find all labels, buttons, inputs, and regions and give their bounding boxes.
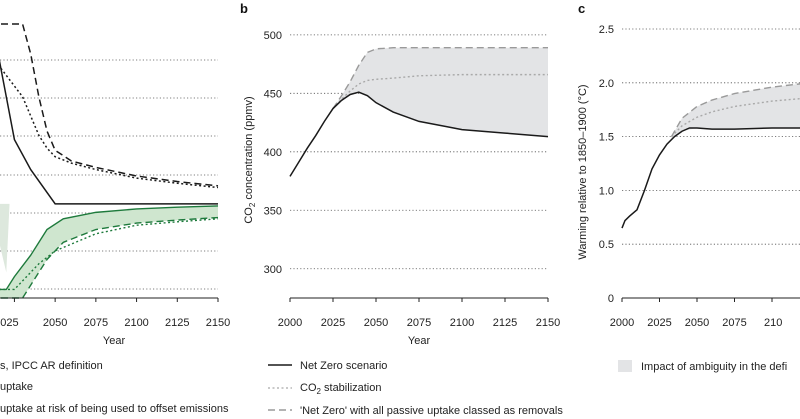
panel-b-fills <box>333 47 548 137</box>
panel-b-y-tick-label: 400 <box>264 147 282 159</box>
panel-a-x-tick-label: 2075 <box>84 317 108 329</box>
panel-b-x-ticks: 2000 2025 2050 2075 2100 2125 2150 <box>278 298 560 329</box>
panel-b-series-line <box>332 47 548 109</box>
panel-b: b 2000 2025 2050 2075 2100 2125 2150 300 350 400… <box>240 1 560 347</box>
panel-b-x-tick-label: 2075 <box>407 317 431 329</box>
panel-c: c 2000 2025 2050 2075 210 0 0.5 1.0 1.5 2.0 2.5 W… <box>577 1 800 329</box>
legend-ambiguity-label: Impact of ambiguity in the defi <box>641 361 787 373</box>
legend-ambiguity-swatch <box>618 360 632 372</box>
panel-c-y-tick-label: 2.0 <box>599 78 614 90</box>
legend-left-item-2: uptake <box>0 381 33 393</box>
panel-a-risk-area <box>0 203 10 273</box>
legend-left-item-3: uptake at risk of being used to offset e… <box>0 403 229 415</box>
panel-c-series-line <box>621 127 800 229</box>
panel-b-lines <box>289 47 549 177</box>
legend-left: s, IPCC AR definition uptake uptake at r… <box>0 360 229 415</box>
panel-a-x-tick-label: 2125 <box>165 317 189 329</box>
panel-b-x-tick-label: 2025 <box>321 317 345 329</box>
panel-a-x-tick-label: 025 <box>0 317 18 329</box>
panel-c-y-label: Warming relative to 1850–1900 (°C) <box>577 84 589 259</box>
panel-a-fills <box>0 203 218 298</box>
panel-a-x-label: Year <box>103 335 126 347</box>
panel-c-letter: c <box>578 1 585 16</box>
panel-c-lines <box>621 83 800 229</box>
panel-a-series-line <box>0 59 218 205</box>
panel-c-fills <box>671 83 800 140</box>
legend-passive-removals-label: 'Net Zero' with all passive uptake class… <box>300 405 563 417</box>
panel-c-series-line <box>670 83 800 137</box>
legend-middle: Net Zero scenario CO2 stabilization 'Net… <box>268 360 563 417</box>
panel-a-uptake-area <box>0 205 218 298</box>
panel-b-y-tick-label: 500 <box>264 30 282 42</box>
panel-b-y-tick-label: 300 <box>264 264 282 276</box>
panel-a-x-tick-label: 2150 <box>206 317 230 329</box>
panel-b-x-tick-label: 2000 <box>278 317 302 329</box>
legend-left-item-1: s, IPCC AR definition <box>0 360 103 372</box>
panel-b-series-line <box>332 73 548 110</box>
panel-a-x-tick-label: 2100 <box>124 317 148 329</box>
panel-a-series-line <box>0 65 219 189</box>
panel-a-series-line <box>0 218 219 291</box>
legend-stabilization-label: CO2 stabilization <box>300 382 382 396</box>
panel-b-ambiguity-area <box>333 47 548 137</box>
panel-c-x-tick-label: 2025 <box>647 317 671 329</box>
panel-c-y-tick-label: 2.5 <box>599 24 614 36</box>
panel-a-x-ticks: 025 2050 2075 2100 2125 2150 <box>0 298 230 329</box>
panel-a-series-line <box>0 205 219 291</box>
panel-c-y-ticks: 0 0.5 1.0 1.5 2.0 2.5 <box>599 24 614 305</box>
panel-b-letter: b <box>240 1 248 16</box>
legend-right: Impact of ambiguity in the defi <box>618 360 787 373</box>
panel-b-x-label: Year <box>408 335 431 347</box>
panel-c-x-tick-label: 2000 <box>610 317 634 329</box>
panel-b-series-line <box>289 91 549 177</box>
panel-c-x-ticks: 2000 2025 2050 2075 210 <box>610 298 782 329</box>
panel-b-x-tick-label: 2125 <box>493 317 517 329</box>
panel-a: 025 2050 2075 2100 2125 2150 Year <box>0 23 230 347</box>
legend-net-zero-label: Net Zero scenario <box>300 360 387 372</box>
panel-c-ambiguity-area <box>671 83 800 140</box>
panel-b-y-ticks: 300 350 400 450 500 <box>264 30 282 276</box>
panel-a-lines <box>0 23 219 299</box>
panel-a-series-line <box>0 23 219 187</box>
panel-c-x-tick-label: 2075 <box>722 317 746 329</box>
panel-c-y-tick-label: 0.5 <box>599 239 614 251</box>
panel-b-x-tick-label: 2050 <box>364 317 388 329</box>
panel-c-y-tick-label: 0 <box>608 293 614 305</box>
panel-a-series-line <box>0 216 219 299</box>
panel-b-x-tick-label: 2150 <box>536 317 560 329</box>
panel-c-series-line <box>670 97 800 138</box>
panel-c-x-tick-label: 210 <box>764 317 782 329</box>
panel-b-x-tick-label: 2100 <box>450 317 474 329</box>
panel-c-gridlines <box>622 28 800 299</box>
panel-b-y-label: CO2 concentration (ppmv) <box>243 96 257 223</box>
panel-b-y-tick-label: 450 <box>264 88 282 100</box>
panel-c-y-tick-label: 1.0 <box>599 185 614 197</box>
panel-c-y-tick-label: 1.5 <box>599 132 614 144</box>
panel-c-x-tick-label: 2050 <box>685 317 709 329</box>
panel-a-x-tick-label: 2050 <box>43 317 67 329</box>
panel-b-y-tick-label: 350 <box>264 205 282 217</box>
